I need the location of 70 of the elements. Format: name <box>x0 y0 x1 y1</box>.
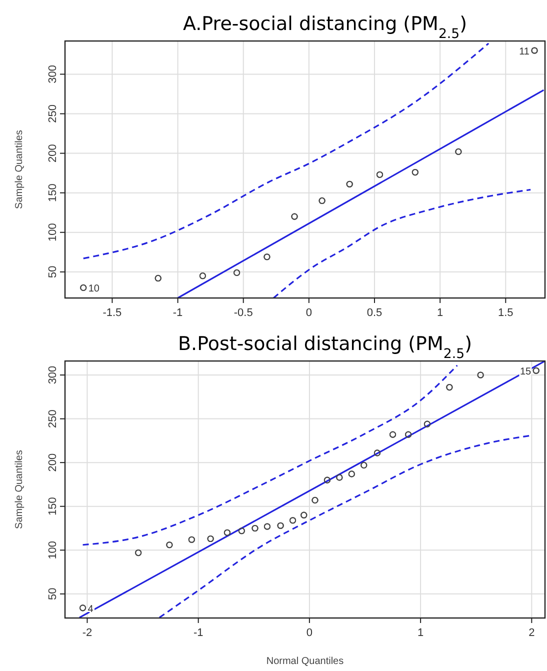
point <box>166 542 173 548</box>
y-tick-label: 200 <box>47 144 59 162</box>
point <box>389 431 396 438</box>
line-series <box>272 188 532 298</box>
y-tick-label: 50 <box>47 588 59 600</box>
point <box>154 274 162 282</box>
point <box>135 549 142 556</box>
x-tick-label: 0.5 <box>366 307 382 319</box>
y-tick-label: 50 <box>47 266 59 278</box>
point <box>374 450 381 456</box>
x-tick-label: -1 <box>172 307 183 319</box>
point <box>360 462 368 468</box>
y-tick-label: 150 <box>47 497 59 516</box>
y-tick-label: 300 <box>47 65 59 84</box>
point <box>199 272 206 280</box>
point <box>289 517 296 524</box>
x-tick-label: 2 <box>528 627 535 639</box>
point <box>412 168 418 176</box>
point <box>324 476 331 484</box>
point <box>264 523 271 530</box>
point <box>264 254 270 260</box>
point <box>80 284 87 292</box>
point <box>234 269 240 276</box>
point <box>455 148 462 156</box>
chart-title: B.Post-social distancing (PM$_{2.5}$) <box>178 333 472 362</box>
chart-title: A.Pre-social distancing (PM$_{2.5}$) <box>182 13 468 42</box>
y-tick-label: 250 <box>47 104 59 123</box>
y-tick-label: 250 <box>47 410 59 428</box>
line-series <box>82 364 458 546</box>
point <box>312 496 318 504</box>
point <box>252 524 258 532</box>
x-tick-label: 0 <box>306 307 312 319</box>
x-tick-label: -0.5 <box>234 307 253 319</box>
y-tick-label: 150 <box>47 184 59 202</box>
y-axis-title: Sample Quantiles <box>14 450 25 529</box>
point <box>405 431 412 438</box>
line-series <box>82 42 490 260</box>
x-tick-label: -1.5 <box>102 307 122 319</box>
point <box>336 474 343 481</box>
y-axis-title: Sample Quantiles <box>14 130 25 209</box>
y-tick-label: 300 <box>47 366 59 384</box>
point <box>532 367 540 374</box>
point <box>224 529 231 536</box>
x-tick-label: 1 <box>417 627 424 639</box>
point <box>531 47 538 54</box>
point <box>277 522 284 529</box>
point <box>376 171 384 178</box>
point <box>477 372 484 378</box>
point <box>424 420 431 428</box>
point <box>346 180 353 188</box>
point <box>446 384 453 391</box>
point <box>318 197 326 204</box>
y-tick-label: 200 <box>47 453 59 472</box>
point <box>238 528 245 534</box>
annotation: 10 <box>88 284 100 295</box>
x-tick-label: 1.5 <box>498 307 514 319</box>
x-axis-title: Normal Quantiles <box>266 656 344 667</box>
annotation: 11 <box>519 46 530 58</box>
point <box>348 470 355 478</box>
point <box>300 512 308 518</box>
x-tick-label: -2 <box>82 627 92 639</box>
point <box>79 604 86 612</box>
x-tick-label: 1 <box>437 307 444 319</box>
point <box>291 213 298 220</box>
y-tick-label: 100 <box>47 540 59 560</box>
x-tick-label: -1 <box>193 627 204 639</box>
point <box>188 536 195 543</box>
y-tick-label: 100 <box>47 223 59 242</box>
x-tick-label: 0 <box>306 627 313 639</box>
point <box>207 535 214 542</box>
